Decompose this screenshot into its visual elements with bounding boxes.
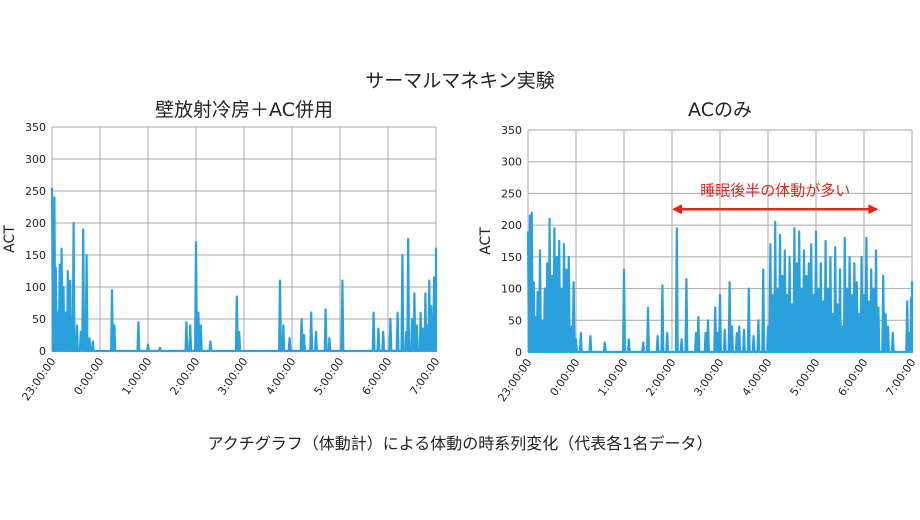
- right-y-tick-label: 200: [501, 219, 522, 232]
- left-chart-title: 壁放射冷房＋AC併用: [155, 99, 333, 121]
- right-x-tick-label: 3:00:00: [691, 356, 726, 398]
- right-x-tick-label: 2:00:00: [643, 356, 678, 398]
- left-x-tick-label: 3:00:00: [215, 355, 250, 397]
- left-y-tick-label: 350: [25, 121, 46, 134]
- right-y-tick-label: 0: [515, 346, 522, 359]
- right-y-tick-label: 350: [501, 124, 522, 137]
- right-x-tick-label: 4:00:00: [739, 356, 774, 398]
- right-x-tick-label: 23:00:00: [495, 356, 534, 404]
- right-activity-series: [526, 211, 914, 354]
- left-y-tick-label: 100: [25, 281, 46, 294]
- right-y-tick-label: 300: [501, 156, 522, 169]
- left-x-tick-label: 6:00:00: [359, 355, 394, 397]
- left-y-tick-label: 200: [25, 217, 46, 230]
- right-y-tick-label: 100: [501, 283, 522, 296]
- left-x-tick-label: 4:00:00: [263, 355, 298, 397]
- right-y-axis-label: ACT: [478, 227, 494, 255]
- left-x-tick-label: 2:00:00: [167, 355, 202, 397]
- right-chart-title: ACのみ: [688, 99, 752, 121]
- right-annotation-text: 睡眠後半の体動が多い: [700, 181, 850, 199]
- left-y-tick-label: 250: [25, 185, 46, 198]
- right-annotation-arrowhead-right: [868, 204, 879, 215]
- left-x-tick-label: 7:00:00: [407, 355, 442, 397]
- right-y-tick-label: 50: [508, 314, 522, 327]
- left-y-tick-label: 150: [25, 249, 46, 262]
- right-x-tick-label: 0:00:00: [547, 356, 582, 398]
- right-y-tick-label: 250: [501, 187, 522, 200]
- left-x-tick-label: 0:00:00: [71, 355, 106, 397]
- left-x-tick-label: 23:00:00: [19, 355, 58, 403]
- left-x-tick-label: 5:00:00: [311, 355, 346, 397]
- right-annotation-arrowhead-left: [672, 204, 682, 215]
- left-y-tick-label: 50: [32, 313, 46, 326]
- left-activity-series: [50, 187, 438, 353]
- right-y-tick-label: 150: [501, 251, 522, 264]
- figure-caption: アクチグラフ（体動計）による体動の時系列変化（代表各1名データ）: [207, 434, 713, 453]
- right-x-tick-label: 5:00:00: [787, 356, 822, 398]
- figure-title: サーマルマネキン実験: [365, 70, 555, 92]
- left-y-tick-label: 300: [25, 153, 46, 166]
- left-x-tick-label: 1:00:00: [119, 355, 154, 397]
- left-y-axis-label: ACT: [2, 225, 18, 253]
- right-x-tick-label: 1:00:00: [595, 356, 630, 398]
- left-y-tick-label: 0: [39, 345, 46, 358]
- right-x-tick-label: 7:00:00: [883, 356, 918, 398]
- right-x-tick-label: 6:00:00: [835, 356, 870, 398]
